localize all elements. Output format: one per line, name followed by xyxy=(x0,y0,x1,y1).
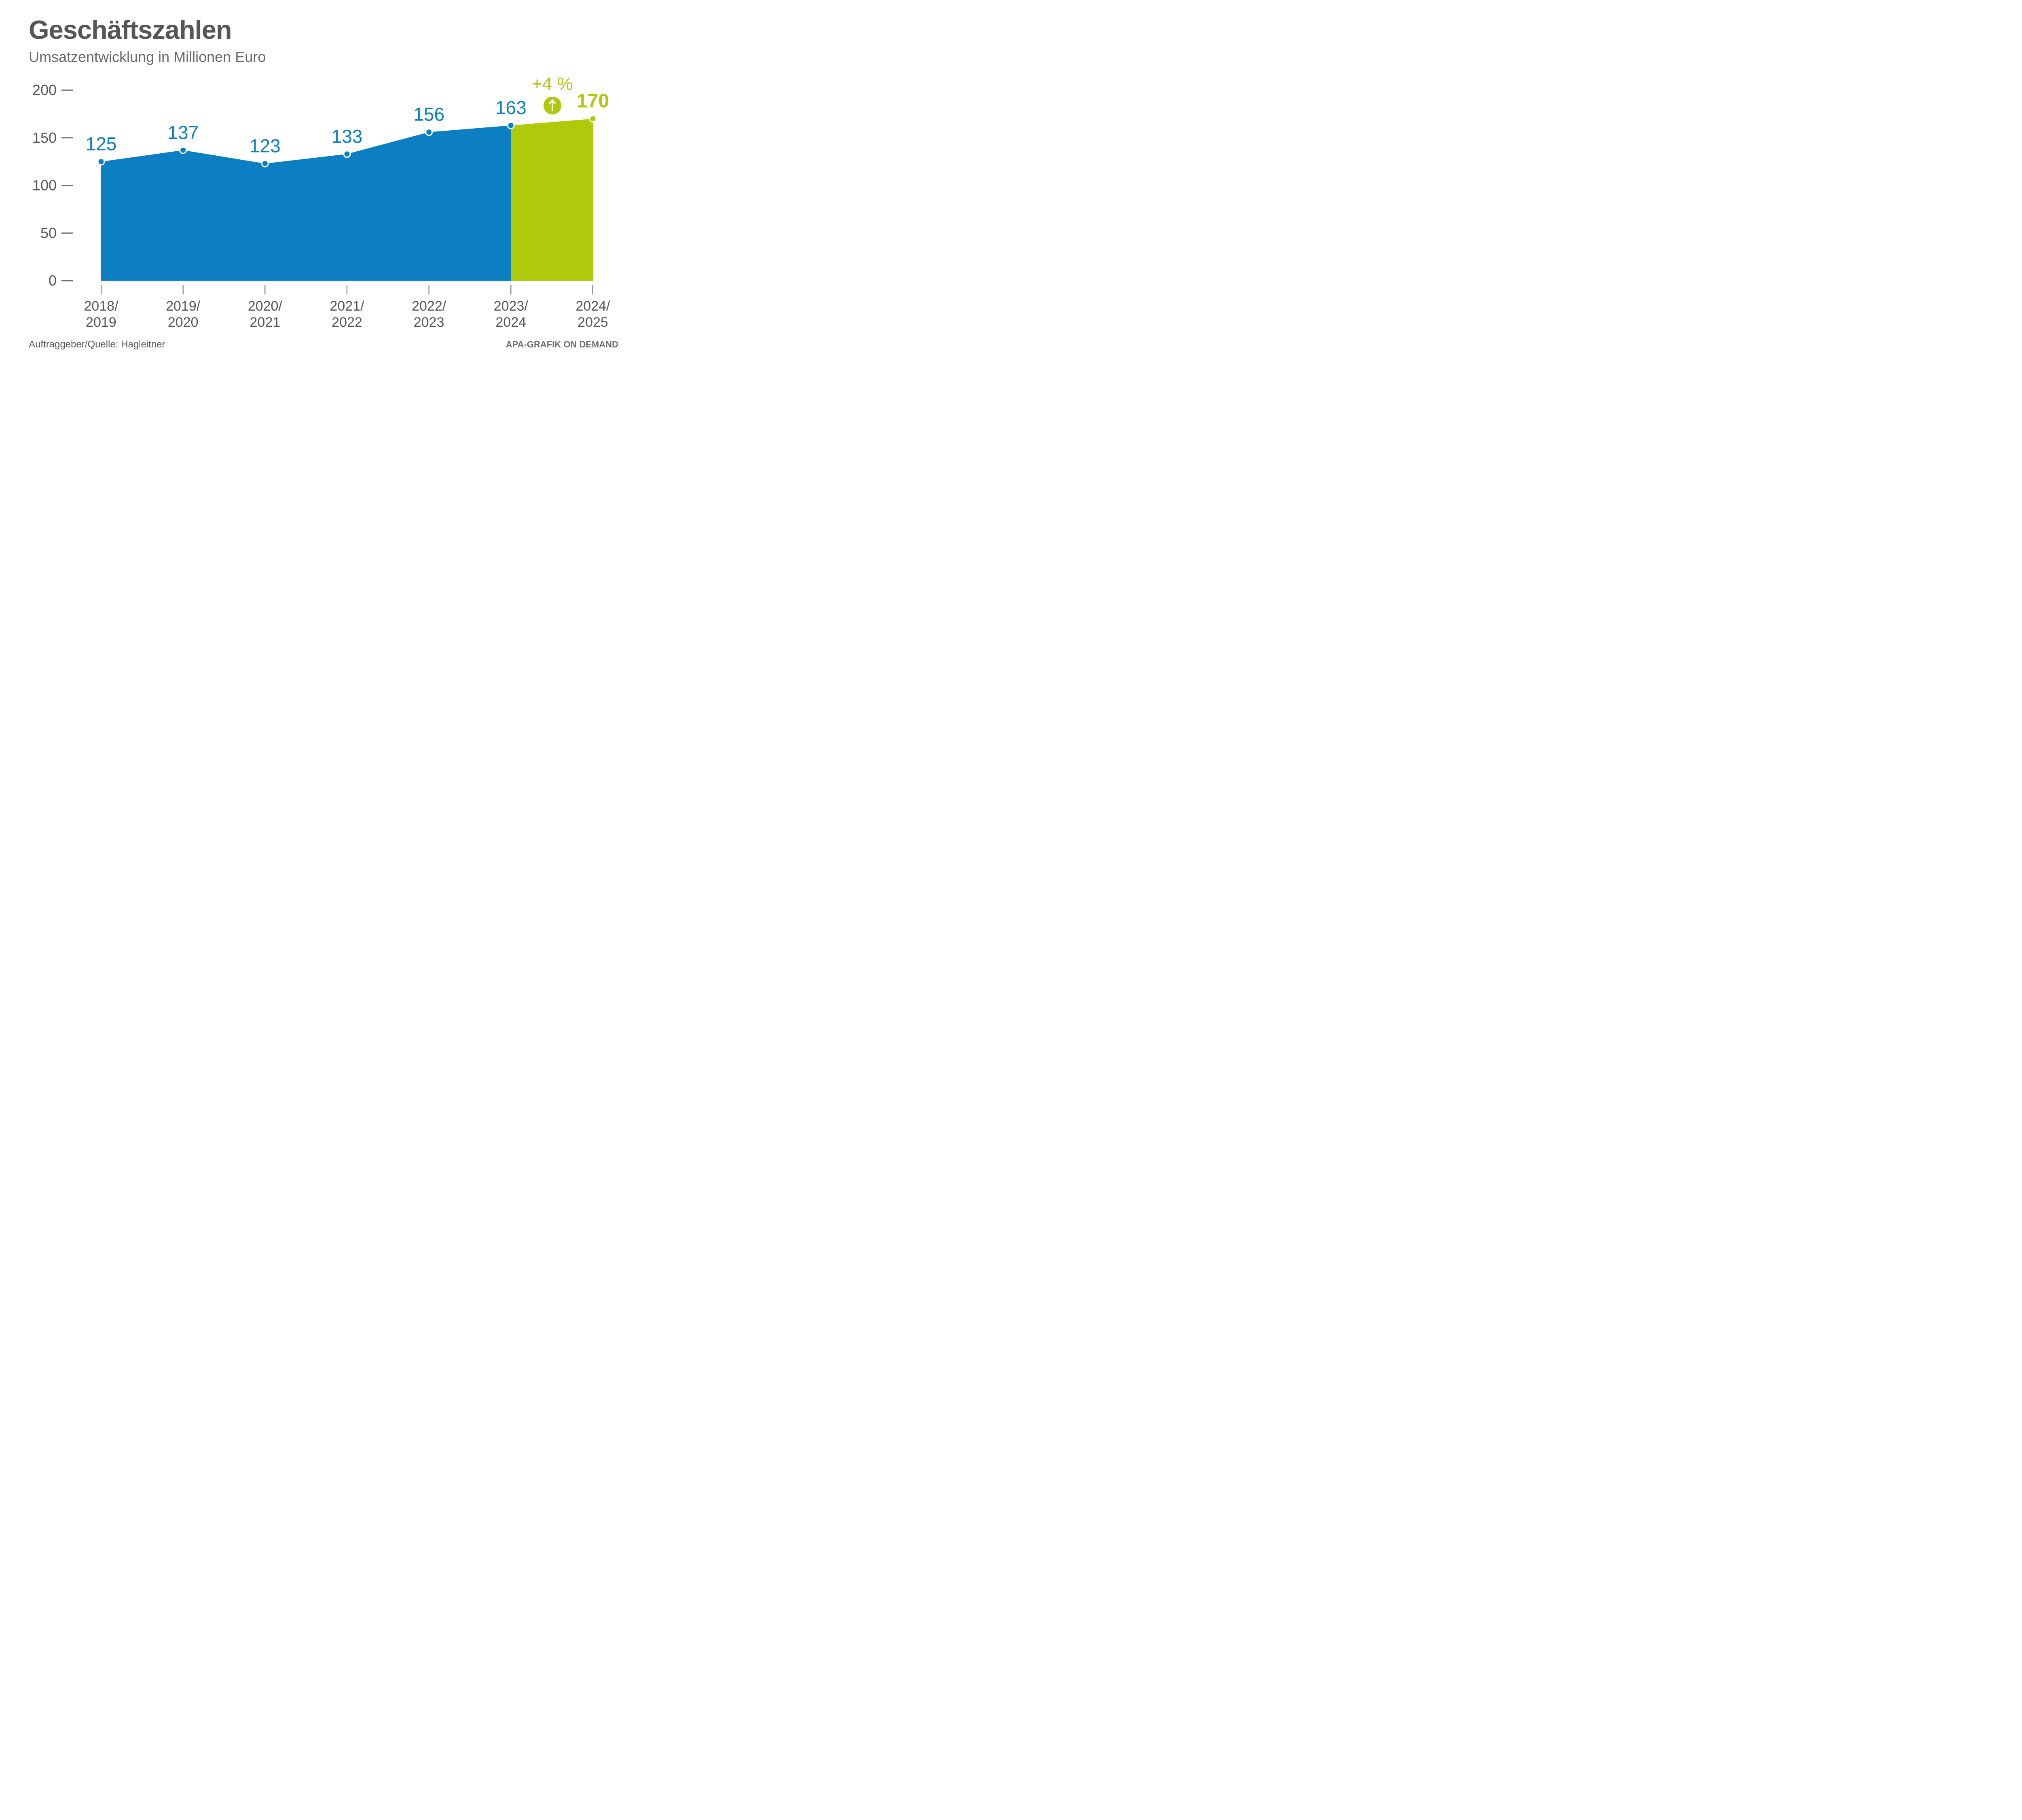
x-axis: 2018/2019 2019/2020 2020/2021 2021/2022 2022… xyxy=(84,285,610,330)
value-labels: 125 137 123 133 156 163 170 xyxy=(86,91,609,157)
page-title: Geschäftszahlen xyxy=(29,15,232,44)
chart-subtitle: Umsatzentwicklung in Millionen Euro xyxy=(29,49,266,65)
y-axis: 0 50 100 150 200 xyxy=(32,82,73,289)
data-point-dot xyxy=(261,159,269,167)
x-axis-label-line1: 2018/ xyxy=(84,298,118,314)
data-point-dot xyxy=(507,121,515,129)
x-axis-label-line1: 2024/ xyxy=(575,298,610,314)
value-label: 156 xyxy=(413,104,444,125)
value-label: 163 xyxy=(495,97,527,118)
x-axis-label-line1: 2022/ xyxy=(412,298,446,314)
data-point-dot xyxy=(589,115,597,123)
x-axis-label-line1: 2020/ xyxy=(248,298,283,314)
x-axis-label-line2: 2020 xyxy=(168,315,199,330)
y-tick-label: 200 xyxy=(32,82,57,98)
arrow-up-icon xyxy=(548,99,556,111)
y-tick-label: 150 xyxy=(32,129,57,146)
footer: Auftraggeber/Quelle: Hagleitner APA-GRAF… xyxy=(0,339,647,350)
x-axis-label-line2: 2021 xyxy=(250,315,281,330)
x-axis-label-line1: 2023/ xyxy=(494,298,529,314)
growth-label: +4 % xyxy=(532,74,573,94)
data-point-dot xyxy=(343,150,351,158)
x-axis-label-line2: 2023 xyxy=(414,315,444,330)
source-credit: Auftraggeber/Quelle: Hagleitner xyxy=(29,339,165,350)
area-series xyxy=(101,119,593,281)
data-points xyxy=(97,115,597,167)
data-point-dot xyxy=(425,128,433,136)
x-axis-label-line2: 2022 xyxy=(332,315,362,330)
x-axis-label-line2: 2024 xyxy=(496,315,527,330)
x-axis-label-line2: 2025 xyxy=(577,315,608,330)
x-axis-label-line2: 2019 xyxy=(86,315,116,330)
y-tick-label: 50 xyxy=(40,224,57,241)
revenue-area-forecast xyxy=(511,119,593,281)
value-label: 170 xyxy=(577,91,609,112)
brand-credit: APA-GRAFIK ON DEMAND xyxy=(506,339,618,349)
x-axis-label-line1: 2021/ xyxy=(330,298,364,314)
value-label: 123 xyxy=(250,135,281,156)
data-point-dot xyxy=(179,146,187,154)
growth-annotation: +4 % xyxy=(532,74,573,114)
y-tick-label: 0 xyxy=(49,272,57,289)
value-label: 137 xyxy=(167,122,199,143)
revenue-area-actual xyxy=(101,125,511,281)
value-label: 125 xyxy=(86,133,117,154)
y-tick-label: 100 xyxy=(32,177,57,194)
data-point-dot xyxy=(97,158,105,166)
value-label: 133 xyxy=(332,126,363,147)
infographic-canvas: Geschäftszahlen Umsatzentwicklung in Mil… xyxy=(0,0,647,364)
x-axis-label-line1: 2019/ xyxy=(166,298,201,314)
area-chart: 0 50 100 150 200 2018/2019 2019/2020 2020/2021… xyxy=(32,74,610,330)
